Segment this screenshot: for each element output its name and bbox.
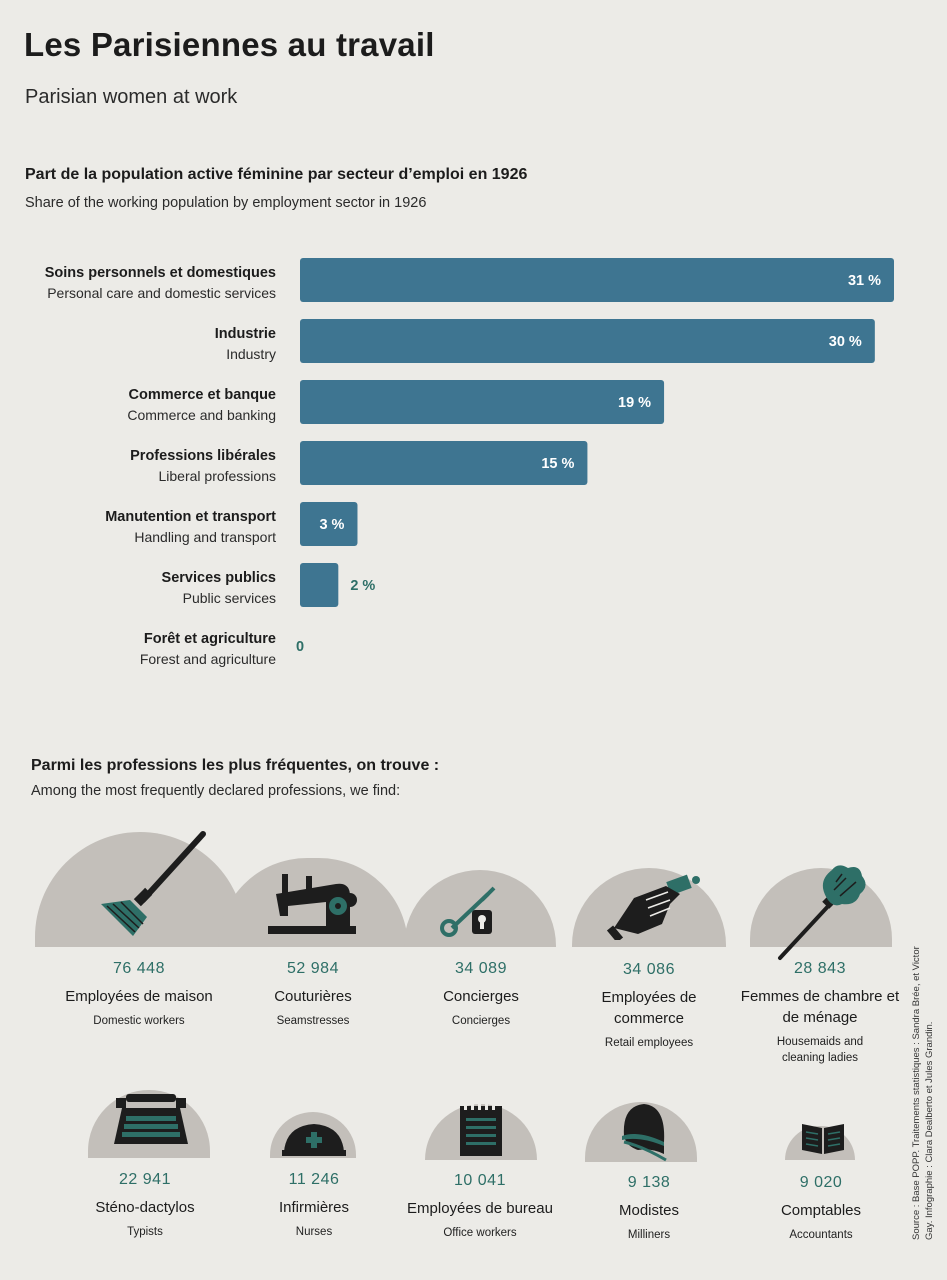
profession-label: Couturières [274, 988, 352, 1005]
profession-typists: 22 941 Sténo-dactylos Typists [50, 1171, 240, 1240]
profession-milliners: 9 138 Modistes Milliners [554, 1174, 744, 1243]
category-label: Commerce et banque [129, 387, 276, 403]
profession-label-en: Domestic workers [93, 1015, 185, 1027]
profession-label-en: Accountants [789, 1229, 853, 1241]
bar-value-label: 19 % [618, 395, 651, 411]
profession-label: Infirmières [278, 1199, 349, 1216]
profession-count: 22 941 [119, 1171, 171, 1188]
profession-retail-employees: 34 086 Employées de commerce Retail empl… [554, 961, 744, 1051]
profession-label: Concierges [443, 988, 519, 1005]
profession-label: Modistes [618, 1202, 680, 1219]
profession-nurses: 11 246 Infirmières Nurses [219, 1171, 409, 1240]
page-subtitle: Parisian women at work [25, 86, 238, 108]
key-icon [440, 886, 496, 937]
profession-count: 28 843 [794, 960, 846, 977]
profession-seamstresses: 52 984 Couturières Seamstresses [218, 960, 408, 1029]
chart-title: Part de la population active féminine pa… [25, 166, 528, 183]
profession-label: Employées de maison [65, 988, 213, 1005]
profession-label-en: Seamstresses [276, 1015, 350, 1027]
nurse-cap-icon [282, 1124, 346, 1156]
broom-icon [101, 831, 206, 936]
category-label-en: Handling and transport [134, 529, 276, 545]
profession-concierges: 34 089 Concierges Concierges [386, 960, 576, 1029]
profession-label: Employées de commerce [601, 989, 697, 1027]
profession-label-en: Concierges [451, 1015, 511, 1027]
profession-office-workers: 10 041 Employées de bureau Office worker… [385, 1172, 575, 1241]
profession-count: 34 089 [455, 960, 507, 977]
profession-label: Comptables [780, 1202, 862, 1219]
chart-subtitle: Share of the working population by emplo… [25, 195, 427, 211]
category-label: Forêt et agriculture [144, 631, 276, 647]
employment-sector-bar-chart: Soins personnels et domestiques Personal … [45, 258, 894, 667]
profession-label-en: Nurses [295, 1226, 333, 1238]
profession-label: Femmes de chambre et de ménage [740, 988, 900, 1026]
category-label-en: Forest and agriculture [140, 651, 276, 667]
cloche-hat-icon [622, 1104, 667, 1162]
sewing-machine-icon [268, 874, 357, 934]
category-label: Services publics [162, 570, 276, 586]
bar-value-label: 15 % [541, 456, 574, 472]
page-title: Les Parisiennes au travail [24, 26, 435, 63]
hand-icon [606, 874, 700, 940]
profession-label-en: Typists [127, 1226, 163, 1238]
professions-subtitle: Among the most frequently declared profe… [31, 783, 401, 799]
bar [300, 502, 358, 546]
profession-housemaids: 28 843 Femmes de chambre et de ménage Ho… [725, 960, 915, 1066]
profession-label-en: Office workers [443, 1227, 517, 1239]
category-label-en: Public services [183, 590, 276, 606]
profession-label: Sténo-dactylos [95, 1199, 195, 1216]
book-icon [802, 1124, 844, 1154]
category-label-en: Personal care and domestic services [47, 285, 276, 301]
bar [300, 258, 894, 302]
bar-value-label: 31 % [848, 273, 881, 289]
notepad-icon [460, 1102, 502, 1156]
category-label-en: Commerce and banking [127, 407, 276, 423]
professions-title: Parmi les professions les plus fréquente… [31, 757, 440, 774]
category-label-en: Industry [226, 346, 276, 362]
profession-label-en: Housemaids and cleaning ladies [776, 1036, 864, 1064]
bar [300, 380, 665, 424]
bar [300, 319, 875, 363]
bar-value-label: 0 [296, 639, 304, 655]
category-label: Soins personnels et domestiques [45, 265, 276, 281]
category-label: Industrie [215, 326, 276, 342]
source-credit: Source : Base POPP. Traitements statisti… [911, 946, 935, 1240]
profession-count: 11 246 [288, 1171, 340, 1188]
bar-value-label: 2 % [350, 578, 375, 594]
feather-duster-icon [778, 865, 866, 960]
profession-count: 76 448 [113, 960, 165, 977]
category-label: Professions libérales [130, 448, 276, 464]
profession-count: 10 041 [454, 1172, 506, 1189]
bar [300, 441, 588, 485]
profession-count: 52 984 [287, 960, 339, 977]
bar [300, 563, 339, 607]
category-label: Manutention et transport [105, 509, 276, 525]
profession-accountants: 9 020 Comptables Accountants [726, 1174, 916, 1243]
category-label-en: Liberal professions [158, 468, 276, 484]
typewriter-icon [114, 1094, 188, 1144]
profession-count: 9 138 [627, 1174, 671, 1191]
profession-count: 9 020 [799, 1174, 843, 1191]
profession-label: Employées de bureau [407, 1200, 553, 1217]
bar-value-label: 3 % [319, 517, 344, 533]
profession-domestic-workers: 76 448 Employées de maison Domestic work… [44, 960, 234, 1029]
profession-count: 34 086 [623, 961, 675, 978]
profession-label-en: Milliners [627, 1229, 671, 1241]
profession-label-en: Retail employees [604, 1037, 694, 1049]
bar-value-label: 30 % [829, 334, 862, 350]
